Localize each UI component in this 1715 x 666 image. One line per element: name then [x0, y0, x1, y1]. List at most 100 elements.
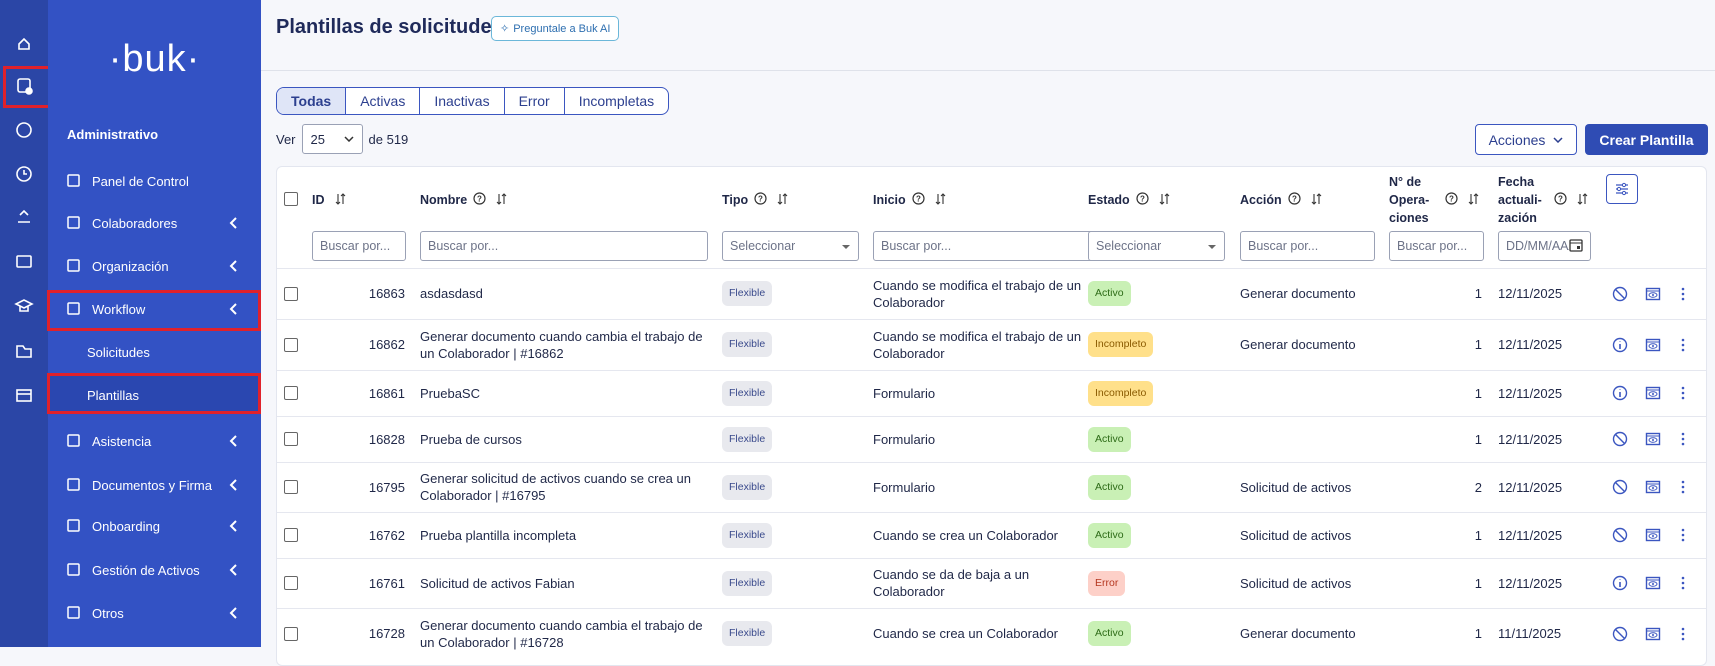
row-preview-icon[interactable]: [1645, 337, 1661, 358]
column-header[interactable]: Estado?: [1088, 190, 1170, 210]
id-cell: 16761: [368, 575, 405, 591]
row-menu-icon-svg: [1681, 432, 1685, 446]
row-status-icon[interactable]: [1612, 337, 1628, 358]
checkbox[interactable]: [284, 576, 298, 590]
column-filter[interactable]: Buscar por...: [873, 231, 1105, 261]
chevron-svg: [229, 520, 237, 532]
row-status-icon[interactable]: [1612, 479, 1628, 500]
ai-button[interactable]: ✧ Preguntale a Buk AI: [491, 16, 620, 41]
row-menu-icon[interactable]: [1675, 431, 1691, 452]
column-filter[interactable]: Buscar por...: [1240, 231, 1375, 261]
inicio-cell: Cuando se modifica el trabajo de un Cola…: [873, 277, 1082, 310]
fecha-cell: 11/11/2025: [1498, 626, 1562, 641]
column-header[interactable]: Inicio?: [873, 190, 946, 210]
estado-cell: Activo: [1088, 512, 1208, 558]
status-badge: Incompleto: [1088, 380, 1154, 406]
row-menu-icon[interactable]: [1675, 527, 1691, 548]
row-status-icon[interactable]: [1612, 626, 1628, 647]
checkbox[interactable]: [284, 626, 298, 641]
row-preview-icon[interactable]: [1645, 431, 1661, 452]
crear-button[interactable]: Crear Plantilla: [1585, 124, 1708, 155]
chevron: [228, 564, 240, 579]
status-badge: Activo: [1088, 522, 1131, 548]
tab[interactable]: Error: [505, 88, 565, 114]
row-preview-icon[interactable]: [1645, 626, 1661, 647]
accion-cell: Generar documento: [1240, 337, 1356, 352]
column-header[interactable]: Nombre?: [420, 190, 507, 210]
column-filter[interactable]: Buscar por...: [1389, 231, 1484, 261]
sidebar-item[interactable]: Workflow: [48, 290, 261, 328]
sidebar-item[interactable]: Onboarding: [48, 507, 261, 545]
row-preview-icon[interactable]: [1645, 479, 1661, 500]
type-cell: Flexible: [722, 319, 842, 370]
chevron-svg: [229, 435, 237, 447]
name-cell: Solicitud de activos Fabian: [420, 575, 575, 591]
sidebar-item[interactable]: Asistencia: [48, 422, 261, 460]
sort-icon-svg: [1577, 192, 1588, 205]
row-status-icon[interactable]: [1612, 431, 1628, 452]
inicio-cell: Formulario: [873, 479, 936, 495]
column-header[interactable]: N° de Opera- ciones?: [1389, 172, 1479, 228]
sidebar-item[interactable]: Solicitudes: [48, 333, 261, 371]
sidebar-item[interactable]: Documentos y Firma: [48, 466, 261, 504]
tab[interactable]: Incompletas: [578, 93, 655, 109]
column-filter[interactable]: Seleccionar: [1088, 231, 1225, 261]
fecha-cell: 12/11/2025: [1498, 337, 1563, 352]
checkbox[interactable]: [284, 386, 298, 400]
row-menu-icon[interactable]: [1675, 626, 1691, 647]
row-status-icon[interactable]: [1612, 385, 1628, 406]
accion-cell: Solicitud de activos: [1240, 479, 1352, 495]
row-status-icon[interactable]: [1612, 286, 1628, 307]
checkbox[interactable]: [284, 337, 298, 352]
row-preview-icon[interactable]: [1645, 527, 1661, 548]
column-header[interactable]: Tipo?: [722, 190, 788, 210]
column-filter[interactable]: Buscar por...: [420, 231, 708, 261]
acciones-button[interactable]: Acciones: [1475, 124, 1577, 155]
row-menu-icon[interactable]: [1675, 575, 1691, 596]
row-menu-icon[interactable]: [1675, 286, 1691, 307]
checkbox[interactable]: [284, 432, 298, 446]
checkbox[interactable]: [284, 480, 298, 494]
per-page-select[interactable]: 25: [301, 124, 363, 154]
sidebar-item[interactable]: Panel de Control: [48, 162, 261, 200]
row-menu-icon[interactable]: [1675, 479, 1691, 500]
tab[interactable]: Todas: [277, 88, 347, 114]
tab[interactable]: Inactivas: [420, 88, 505, 114]
row-preview-icon[interactable]: [1645, 385, 1661, 406]
id-cell: 16863: [368, 286, 405, 301]
row-menu-icon[interactable]: [1675, 337, 1691, 358]
tab[interactable]: Activas: [346, 88, 421, 114]
sidebar-item[interactable]: Gestión de Activos: [48, 551, 261, 589]
column-header[interactable]: Fecha actuali- zación?: [1498, 172, 1588, 228]
row-preview-icon-svg: [1645, 432, 1661, 446]
column-filter[interactable]: DD/MM/AAAA: [1498, 231, 1591, 261]
type-badge: Flexible: [722, 522, 773, 548]
row-divider: [277, 370, 1706, 371]
operaciones-cell: 2: [1474, 479, 1482, 495]
row-preview-icon[interactable]: [1645, 286, 1661, 307]
column-header[interactable]: Acción?: [1240, 190, 1322, 210]
checkbox[interactable]: [284, 286, 298, 301]
status-badge: Activo: [1088, 621, 1131, 646]
accion-cell: [1240, 416, 1380, 462]
row-preview-icon[interactable]: [1645, 575, 1661, 596]
fecha-cell: 12/11/2025: [1498, 431, 1563, 447]
sidebar-item[interactable]: Colaboradores: [48, 204, 261, 242]
sidebar-item[interactable]: Plantillas: [48, 376, 261, 414]
column-header[interactable]: ID: [312, 190, 346, 210]
column-filter[interactable]: Buscar por...: [312, 231, 406, 261]
checkbox[interactable]: [284, 192, 298, 206]
checkbox[interactable]: [284, 528, 298, 542]
fecha-cell: 12/11/2025: [1498, 527, 1563, 543]
type-badge: Flexible: [722, 474, 773, 500]
sidebar-item[interactable]: Organización: [48, 247, 261, 285]
inicio-cell: Cuando se modifica el trabajo de un Cola…: [873, 328, 1082, 361]
pager: Ver 25 de 519: [276, 124, 408, 154]
column-filter[interactable]: Seleccionar: [722, 231, 859, 261]
row-status-icon[interactable]: [1612, 575, 1628, 596]
sidebar-item[interactable]: Otros: [48, 594, 261, 632]
item-icon: [67, 478, 81, 495]
row-status-icon[interactable]: [1612, 527, 1628, 548]
highlight-box: [47, 373, 261, 414]
row-menu-icon[interactable]: [1675, 385, 1691, 406]
